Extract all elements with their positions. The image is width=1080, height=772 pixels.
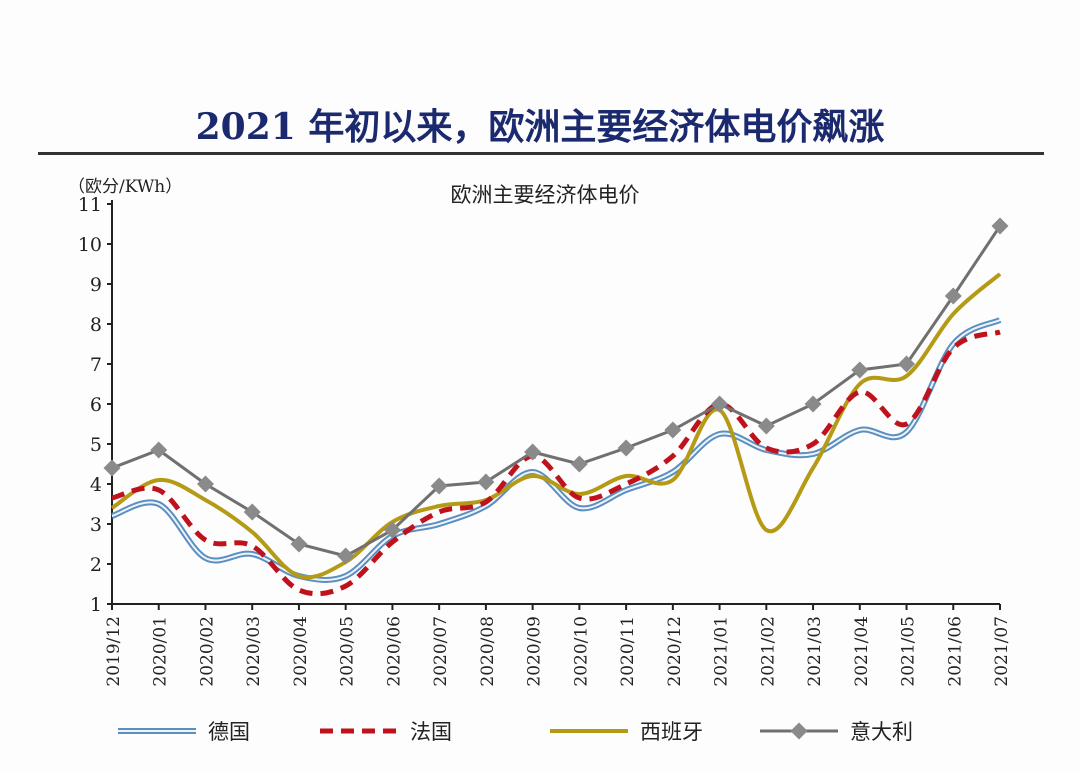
series-西班牙 bbox=[110, 272, 1002, 580]
diamond-marker bbox=[383, 521, 401, 539]
y-tick-label: 3 bbox=[90, 514, 102, 536]
x-tick-label: 2021/04 bbox=[852, 616, 872, 687]
x-tick-label: 2020/04 bbox=[291, 616, 311, 687]
series-意大利 bbox=[103, 217, 1009, 565]
x-tick-label: 2020/12 bbox=[665, 616, 685, 687]
diamond-marker bbox=[524, 443, 542, 461]
y-tick-label: 10 bbox=[78, 234, 102, 256]
series-德国-inner bbox=[111, 319, 1001, 581]
diamond-marker bbox=[290, 535, 308, 553]
series-意大利-path bbox=[111, 225, 1002, 558]
legend-label: 意大利 bbox=[850, 720, 913, 744]
diamond-marker bbox=[991, 217, 1009, 235]
series-西班牙-path bbox=[110, 272, 1002, 580]
legend-item: 法国 bbox=[320, 720, 452, 744]
x-tick-label: 2020/08 bbox=[478, 616, 498, 687]
x-tick-label: 2021/02 bbox=[758, 616, 778, 687]
legend-label: 法国 bbox=[410, 720, 452, 744]
x-tick-label: 2021/07 bbox=[992, 616, 1012, 687]
diamond-marker bbox=[430, 477, 448, 495]
legend-item: 德国 bbox=[118, 720, 250, 744]
diamond-marker bbox=[103, 459, 121, 477]
diamond-marker bbox=[851, 361, 869, 379]
series-法国 bbox=[111, 329, 1001, 597]
x-tick-label: 2020/10 bbox=[571, 616, 591, 687]
diamond-marker bbox=[477, 473, 495, 491]
y-tick-label: 7 bbox=[90, 354, 102, 376]
diamond-marker bbox=[243, 503, 261, 521]
diamond-marker bbox=[944, 287, 962, 305]
diamond-marker bbox=[790, 722, 808, 740]
x-tick-label: 2021/01 bbox=[712, 616, 732, 687]
x-tick-label: 2020/09 bbox=[525, 616, 545, 687]
y-tick-label: 11 bbox=[78, 194, 102, 216]
x-tick-label: 2021/05 bbox=[899, 616, 919, 687]
diamond-marker bbox=[150, 441, 168, 459]
chart-title: 欧洲主要经济体电价 bbox=[451, 183, 640, 207]
x-tick-label: 2020/05 bbox=[338, 616, 358, 687]
x-tick-label: 2020/07 bbox=[431, 616, 451, 687]
y-tick-label: 4 bbox=[90, 474, 102, 496]
diamond-marker bbox=[664, 421, 682, 439]
page-title: 2021 年初以来，欧洲主要经济体电价飙涨 bbox=[195, 106, 885, 148]
legend-item: 意大利 bbox=[760, 720, 913, 744]
x-tick-label: 2020/11 bbox=[618, 616, 638, 687]
y-axis-label: （欧分/KWh） bbox=[68, 177, 182, 197]
diamond-marker bbox=[804, 395, 822, 413]
diamond-marker bbox=[196, 475, 214, 493]
legend-label: 德国 bbox=[208, 720, 250, 744]
series-法国-path bbox=[111, 329, 1001, 597]
diamond-marker bbox=[711, 395, 729, 413]
x-tick-label: 2020/03 bbox=[244, 616, 264, 687]
y-tick-label: 9 bbox=[90, 274, 102, 296]
legend-label: 西班牙 bbox=[640, 720, 703, 744]
x-tick-label: 2019/12 bbox=[104, 616, 124, 687]
legend-swatch bbox=[760, 722, 838, 740]
y-tick-label: 5 bbox=[90, 434, 102, 456]
y-tick-label: 8 bbox=[90, 314, 102, 336]
x-tick-label: 2020/01 bbox=[151, 616, 171, 687]
diamond-marker bbox=[898, 355, 916, 373]
x-tick-label: 2020/06 bbox=[384, 616, 404, 687]
title-divider bbox=[38, 152, 1044, 155]
y-tick-label: 6 bbox=[90, 394, 102, 416]
y-tick-label: 2 bbox=[90, 554, 102, 576]
series-德国 bbox=[110, 317, 1002, 583]
diamond-marker bbox=[757, 417, 775, 435]
diamond-marker bbox=[570, 455, 588, 473]
x-tick-label: 2021/06 bbox=[945, 616, 965, 687]
x-tick-label: 2021/03 bbox=[805, 616, 825, 687]
diamond-marker bbox=[337, 547, 355, 565]
x-tick-label: 2020/02 bbox=[197, 616, 217, 687]
diamond-marker bbox=[617, 439, 635, 457]
y-tick-label: 1 bbox=[90, 594, 102, 616]
legend-item: 西班牙 bbox=[550, 720, 703, 744]
